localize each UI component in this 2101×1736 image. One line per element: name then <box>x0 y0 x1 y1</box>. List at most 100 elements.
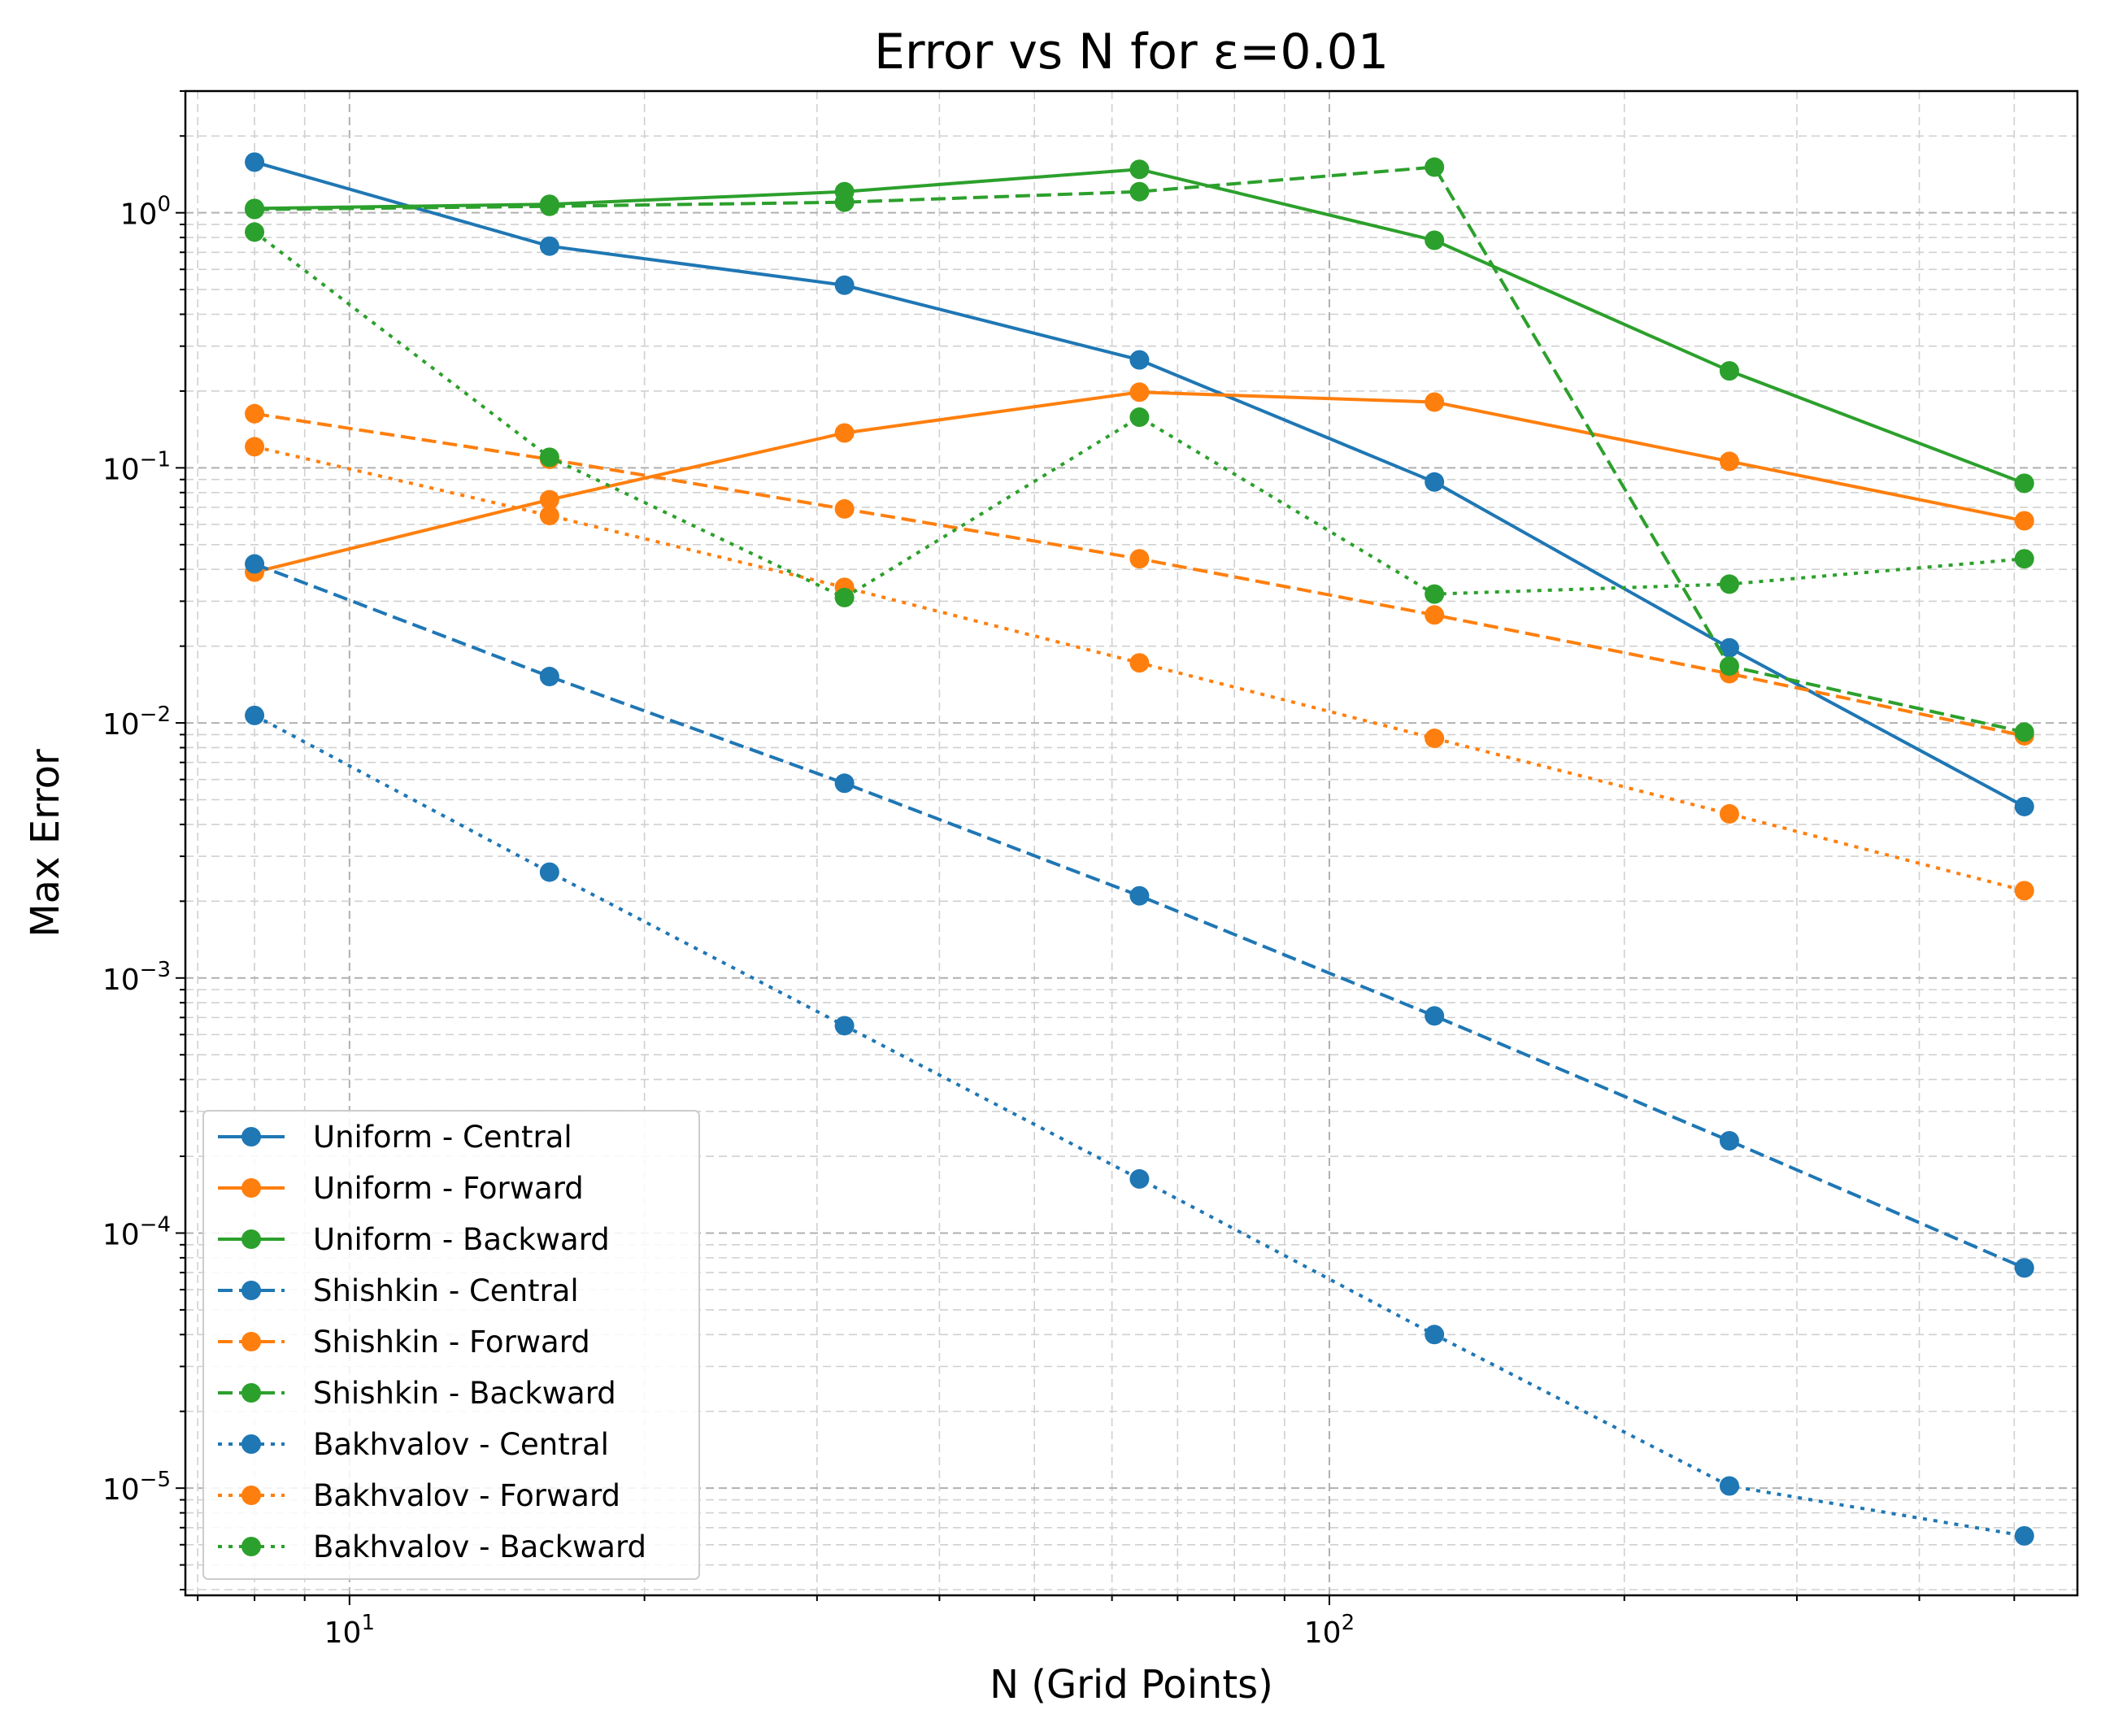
data-point <box>1129 407 1150 428</box>
data-point <box>539 506 559 526</box>
data-point <box>539 196 559 216</box>
data-point <box>2014 549 2034 569</box>
series-lines <box>245 152 2034 1546</box>
data-point <box>2014 511 2034 531</box>
legend-marker <box>241 1486 261 1505</box>
legend-label: Uniform - Forward <box>313 1171 584 1206</box>
x-tick-label: 102 <box>1304 1611 1355 1650</box>
data-point <box>834 498 855 519</box>
legend-marker <box>241 1383 261 1403</box>
legend-label: Bakhvalov - Forward <box>313 1478 620 1513</box>
plot-frame <box>184 89 2079 1597</box>
data-point <box>2014 722 2034 742</box>
series-bakhvalov-central <box>245 705 2034 1546</box>
data-point <box>1719 803 1739 824</box>
legend-marker <box>241 1537 261 1556</box>
y-tick-label: 100 <box>120 193 171 232</box>
data-point <box>1719 1131 1739 1151</box>
series-shishkin-backward <box>245 157 2034 742</box>
y-tick-label: 10−5 <box>102 1468 171 1507</box>
y-axis-label: Max Error <box>23 749 68 938</box>
legend-marker <box>241 1127 261 1146</box>
axis-ticks: 101 102 10−5 10−4 10−3 10−2 10−1 100 <box>102 90 2016 1650</box>
data-point <box>1129 653 1150 673</box>
legend-label: Uniform - Central <box>313 1120 572 1155</box>
data-point <box>245 199 265 220</box>
legend-entry: Shishkin - Forward <box>218 1325 590 1360</box>
data-point <box>1719 637 1739 658</box>
data-point <box>834 423 855 443</box>
legend-entry: Uniform - Backward <box>218 1222 610 1257</box>
data-point <box>834 587 855 607</box>
x-axis-label: N (Grid Points) <box>990 1662 1273 1708</box>
data-point <box>1719 1476 1739 1496</box>
legend-entry: Bakhvalov - Forward <box>218 1478 620 1513</box>
legend-entry: Shishkin - Central <box>218 1273 579 1308</box>
data-point <box>1129 1168 1150 1189</box>
data-point <box>1129 159 1150 180</box>
legend-entry: Uniform - Forward <box>218 1171 584 1206</box>
chart-title: Error vs N for ε=0.01 <box>874 24 1389 80</box>
legend-entry: Shishkin - Backward <box>218 1376 616 1411</box>
legend-entry: Bakhvalov - Backward <box>218 1529 646 1564</box>
legend-label: Bakhvalov - Central <box>313 1427 609 1462</box>
legend-marker <box>241 1229 261 1249</box>
legend-label: Uniform - Backward <box>313 1222 610 1257</box>
data-point <box>245 222 265 242</box>
data-point <box>834 773 855 794</box>
data-point <box>1425 1325 1445 1345</box>
data-point <box>2014 1525 2034 1546</box>
data-point <box>1129 885 1150 906</box>
data-point <box>539 862 559 882</box>
data-point <box>539 236 559 256</box>
data-point <box>245 403 265 424</box>
data-point <box>834 1016 855 1036</box>
data-point <box>245 705 265 725</box>
legend-label: Shishkin - Central <box>313 1273 579 1308</box>
data-point <box>1129 549 1150 569</box>
data-point <box>1719 451 1739 472</box>
series-shishkin-central <box>245 554 2034 1278</box>
data-point <box>1425 157 1445 177</box>
data-point <box>1129 350 1150 370</box>
legend-marker <box>241 1178 261 1198</box>
x-tick-label: 101 <box>324 1611 375 1650</box>
legend-entry: Uniform - Central <box>218 1120 572 1155</box>
legend-box <box>202 1110 700 1580</box>
data-point <box>2014 796 2034 816</box>
legend-entry: Bakhvalov - Central <box>218 1427 609 1462</box>
data-point <box>1129 181 1150 202</box>
data-point <box>539 489 559 510</box>
y-tick-label: 10−4 <box>102 1212 171 1251</box>
data-point <box>1719 361 1739 381</box>
data-point <box>1719 656 1739 677</box>
data-point <box>539 667 559 687</box>
data-point <box>245 152 265 172</box>
legend-marker <box>241 1332 261 1351</box>
data-point <box>1425 584 1445 604</box>
data-point <box>2014 473 2034 494</box>
data-point <box>1425 605 1445 625</box>
data-point <box>1425 729 1445 749</box>
series-bakhvalov-backward <box>245 222 2034 607</box>
legend-label: Shishkin - Forward <box>313 1325 590 1360</box>
data-point <box>1719 574 1739 594</box>
data-point <box>1425 230 1445 250</box>
legend-label: Shishkin - Backward <box>313 1376 616 1411</box>
data-point <box>1425 392 1445 412</box>
data-point <box>2014 1258 2034 1278</box>
y-tick-label: 10−1 <box>102 447 171 486</box>
y-tick-label: 10−3 <box>102 958 171 997</box>
data-point <box>1425 1006 1445 1026</box>
legend-marker <box>241 1281 261 1300</box>
data-point <box>245 437 265 457</box>
data-point <box>1129 382 1150 402</box>
data-point <box>834 275 855 295</box>
data-point <box>834 192 855 212</box>
data-point <box>2014 881 2034 901</box>
legend: Uniform - Central Uniform - Forward Unifor… <box>202 1110 700 1580</box>
series-uniform-central <box>245 152 2034 816</box>
data-point <box>1425 472 1445 492</box>
legend-label: Bakhvalov - Backward <box>313 1529 646 1564</box>
